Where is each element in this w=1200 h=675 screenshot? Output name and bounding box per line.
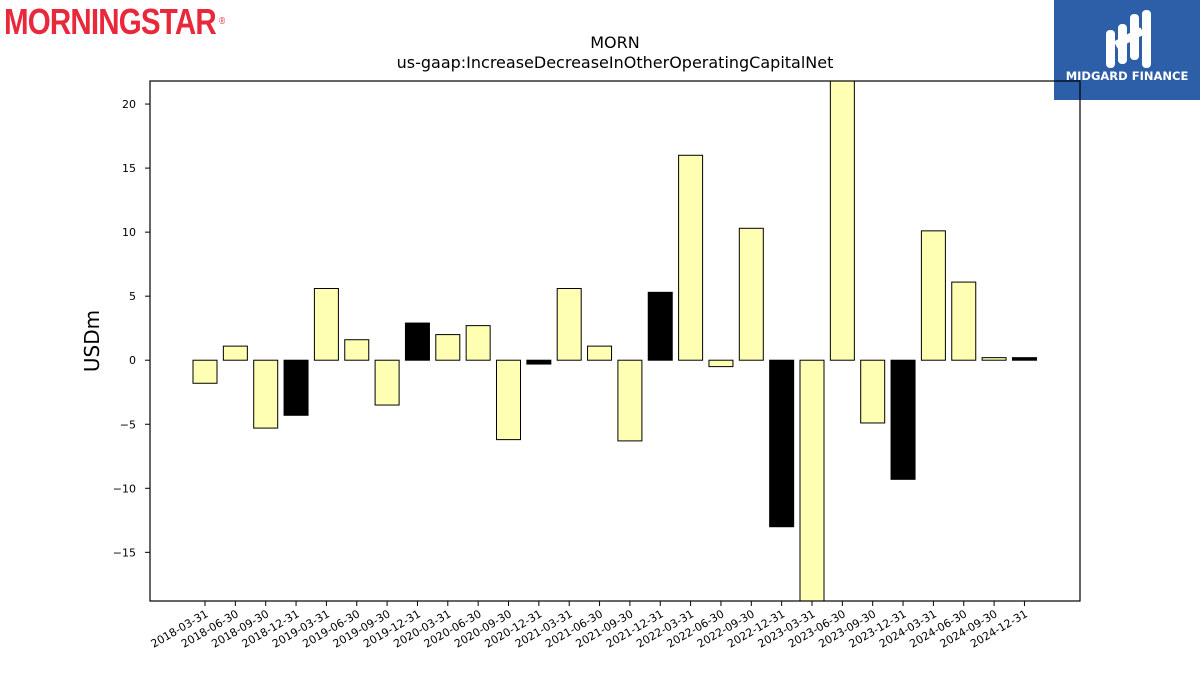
y-tick-label: −5 xyxy=(120,418,136,431)
bar-2024-12-31 xyxy=(1011,357,1037,361)
y-tick-label: 10 xyxy=(122,226,136,239)
bar-2022-12-31 xyxy=(769,359,795,528)
bar-2019-06-30 xyxy=(344,339,370,361)
midgard-monogram-icon xyxy=(1106,10,1151,68)
y-tick-label: 15 xyxy=(122,162,136,175)
bar-2023-09-30 xyxy=(860,359,886,424)
bar-2018-03-31 xyxy=(192,359,218,384)
bars-group xyxy=(192,80,1037,602)
bar-2020-12-31 xyxy=(526,359,552,365)
chart-title: MORN xyxy=(590,33,639,52)
bar-2022-03-31 xyxy=(678,154,704,361)
y-tick-label: 20 xyxy=(122,98,136,111)
bar-2024-03-31 xyxy=(920,230,946,361)
bar-2018-12-31 xyxy=(283,359,309,416)
bar-2024-09-30 xyxy=(981,357,1007,361)
bar-2021-03-31 xyxy=(556,287,582,361)
bar-2024-06-30 xyxy=(951,281,977,361)
bar-2023-06-30 xyxy=(829,80,855,361)
bar-2022-06-30 xyxy=(708,359,734,368)
y-tick-label: −10 xyxy=(113,482,136,495)
bar-2022-09-30 xyxy=(738,227,764,361)
bar-2023-03-31 xyxy=(799,359,825,602)
bar-2019-09-30 xyxy=(374,359,400,406)
x-axis: 2018-03-312018-06-302018-09-302018-12-31… xyxy=(149,601,1030,651)
bar-2019-03-31 xyxy=(313,287,339,361)
midgard-finance-logo: MIDGARD FINANCE xyxy=(1054,0,1200,100)
y-axis-label: USDm xyxy=(80,310,104,372)
bar-2018-06-30 xyxy=(222,345,248,361)
morningstar-logo-text: MORNINGSTAR xyxy=(4,1,217,42)
bar-2020-03-31 xyxy=(435,334,461,361)
chart-subtitle: us-gaap:IncreaseDecreaseInOtherOperating… xyxy=(397,53,834,72)
y-tick-label: 5 xyxy=(129,290,136,303)
bar-2018-09-30 xyxy=(253,359,279,429)
morningstar-logo: MORNINGSTAR ® xyxy=(4,1,225,42)
y-axis: −15 −10 −5 0 5 10 15 20 xyxy=(113,98,150,559)
bar-2020-06-30 xyxy=(465,325,491,361)
bar-2021-06-30 xyxy=(587,345,613,361)
bar-2021-09-30 xyxy=(617,359,643,442)
plot-frame xyxy=(149,80,1081,602)
y-tick-label: 0 xyxy=(129,354,136,367)
midgard-logo-caption: MIDGARD FINANCE xyxy=(1065,69,1189,83)
registered-mark-icon: ® xyxy=(219,16,225,27)
bar-2020-09-30 xyxy=(496,359,521,441)
bar-2021-12-31 xyxy=(647,291,673,361)
bar-2023-12-31 xyxy=(890,359,916,480)
y-tick-label: −15 xyxy=(113,546,136,559)
bar-2019-12-31 xyxy=(404,322,430,361)
